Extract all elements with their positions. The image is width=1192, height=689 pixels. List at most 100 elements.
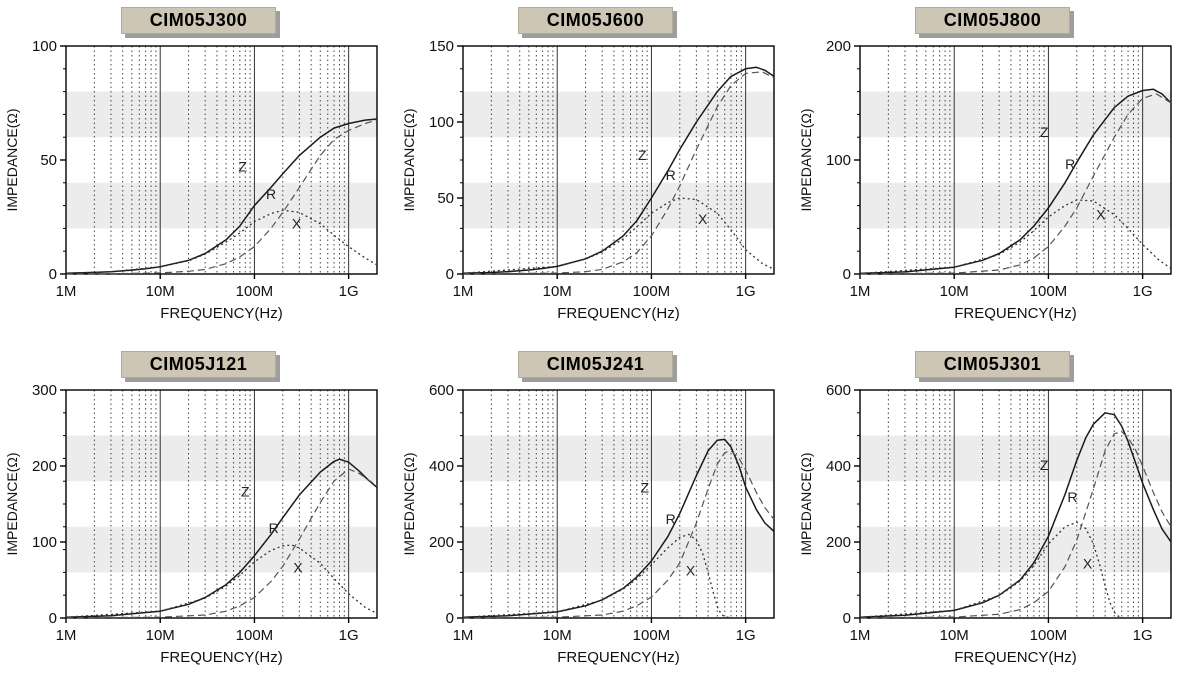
series-curve-R: [859, 431, 1172, 619]
curve-label-R: R: [1067, 489, 1077, 505]
plot-frame: [462, 389, 775, 619]
series-curve-R: [859, 93, 1172, 275]
y-tick-label: 200: [826, 534, 851, 551]
chart-title: CIM05J300: [120, 7, 277, 34]
y-axis-label: IMPEDANCE(Ω): [798, 452, 814, 555]
curve-label-R: R: [1065, 156, 1075, 172]
x-tick-label: 1G: [736, 627, 756, 644]
series-curve-R: [462, 71, 775, 275]
series-curve-X: [859, 521, 1122, 618]
plot-frame: [65, 389, 378, 619]
x-tick-label: 100M: [236, 627, 274, 644]
x-axis-label: FREQUENCY(Hz): [954, 305, 1077, 322]
shaded-band: [66, 526, 377, 573]
x-tick-label: 10M: [940, 283, 969, 300]
y-tick-label: 600: [826, 382, 851, 399]
x-tick-label: 100M: [1030, 627, 1068, 644]
x-tick-label: 10M: [146, 283, 175, 300]
series-curve-X: [462, 197, 775, 274]
x-tick-label: 1G: [1133, 283, 1153, 300]
curve-label-R: R: [269, 520, 279, 536]
curve-label-Z: Z: [241, 483, 250, 499]
y-tick-label: 50: [40, 152, 57, 169]
shaded-band: [463, 526, 774, 573]
y-tick-label: 400: [826, 458, 851, 475]
y-tick-label: 0: [843, 266, 851, 283]
x-tick-label: 100M: [236, 283, 274, 300]
y-axis-label: IMPEDANCE(Ω): [401, 452, 417, 555]
y-tick-label: 300: [32, 382, 57, 399]
curve-label-X: X: [698, 211, 708, 227]
chart-card-cim05j800: CIM05J800 0 100 200 1M 10M 100M 1G IMPEDANCE(Ω)…: [794, 0, 1191, 344]
curve-label-X: X: [1083, 556, 1093, 572]
series-curve-R: [65, 468, 378, 619]
series-curve-Z: [462, 66, 775, 274]
y-axis-label: IMPEDANCE(Ω): [4, 108, 20, 211]
x-tick-label: 10M: [146, 627, 175, 644]
y-tick-label: 400: [429, 458, 454, 475]
y-tick-label: 100: [826, 152, 851, 169]
x-axis-label: FREQUENCY(Hz): [160, 649, 283, 666]
plot-frame: [65, 45, 378, 275]
series-curve-X: [65, 544, 378, 618]
x-tick-label: 10M: [543, 283, 572, 300]
chart-card-cim05j241: CIM05J241 0 200 400 600 1M 10M 100M 1G IMPEDANCE…: [397, 344, 794, 688]
x-axis-label: FREQUENCY(Hz): [160, 305, 283, 322]
curve-label-Z: Z: [640, 480, 649, 496]
series-curve-X: [462, 533, 732, 619]
series-curve-X: [859, 199, 1172, 275]
x-tick-label: 1M: [453, 627, 474, 644]
x-axis-label: FREQUENCY(Hz): [557, 649, 680, 666]
curve-label-X: X: [292, 215, 302, 231]
y-tick-label: 0: [49, 266, 57, 283]
x-tick-label: 100M: [633, 627, 671, 644]
y-tick-label: 600: [429, 382, 454, 399]
x-tick-label: 1G: [1133, 627, 1153, 644]
y-tick-label: 0: [843, 610, 851, 627]
curve-label-X: X: [1096, 206, 1106, 222]
y-tick-label: 0: [446, 610, 454, 627]
impedance-frequency-plot: 0 100 200 1M 10M 100M 1G IMPEDANCE(Ω) FREQUENCY(…: [798, 38, 1172, 322]
shaded-band: [463, 91, 774, 138]
series-curve-Z: [462, 438, 775, 618]
curve-label-R: R: [266, 186, 276, 202]
x-tick-label: 1M: [56, 283, 77, 300]
curve-label-R: R: [666, 167, 676, 183]
shaded-band: [66, 182, 377, 229]
y-tick-label: 200: [32, 458, 57, 475]
chart-card-cim05j121: CIM05J121 0 100 200 300 1M 10M 100M 1G IMPEDANCE…: [0, 344, 397, 688]
y-tick-label: 150: [429, 38, 454, 55]
chart-title: CIM05J121: [120, 351, 277, 378]
series-curve-R: [65, 119, 378, 275]
y-tick-label: 100: [32, 534, 57, 551]
curve-label-Z: Z: [1040, 457, 1049, 473]
shaded-band: [66, 91, 377, 138]
impedance-frequency-plot: 0 100 200 300 1M 10M 100M 1G IMPEDANCE(Ω) FREQUEN…: [4, 382, 378, 666]
chart-title: CIM05J301: [914, 351, 1071, 378]
shaded-band: [860, 526, 1171, 573]
curve-label-R: R: [666, 511, 676, 527]
chart-card-cim05j600: CIM05J600 0 50 100 150 1M 10M 100M 1G IMPEDANCE(…: [397, 0, 794, 344]
shaded-band: [66, 435, 377, 482]
curve-label-X: X: [686, 562, 696, 578]
curve-label-Z: Z: [1040, 124, 1049, 140]
x-tick-label: 10M: [543, 627, 572, 644]
y-axis-label: IMPEDANCE(Ω): [4, 452, 20, 555]
chart-title: CIM05J600: [517, 7, 674, 34]
x-tick-label: 1M: [850, 627, 871, 644]
x-tick-label: 100M: [1030, 283, 1068, 300]
x-tick-label: 100M: [633, 283, 671, 300]
impedance-frequency-plot: 0 50 100 150 1M 10M 100M 1G IMPEDANCE(Ω) FREQUENC…: [401, 38, 775, 322]
impedance-frequency-plot: 0 200 400 600 1M 10M 100M 1G IMPEDANCE(Ω) FREQUEN…: [401, 382, 775, 666]
x-tick-label: 1M: [453, 283, 474, 300]
x-axis-label: FREQUENCY(Hz): [954, 649, 1077, 666]
impedance-frequency-plot: 0 50 100 1M 10M 100M 1G IMPEDANCE(Ω) FREQUENCY(H…: [4, 38, 378, 322]
x-tick-label: 10M: [940, 627, 969, 644]
shaded-band: [463, 182, 774, 229]
y-tick-label: 0: [49, 610, 57, 627]
x-axis-label: FREQUENCY(Hz): [557, 305, 680, 322]
shaded-band: [463, 435, 774, 482]
x-tick-label: 1M: [850, 283, 871, 300]
chart-card-cim05j300: CIM05J300 0 50 100 1M 10M 100M 1G IMPEDANCE(Ω) F…: [0, 0, 397, 344]
